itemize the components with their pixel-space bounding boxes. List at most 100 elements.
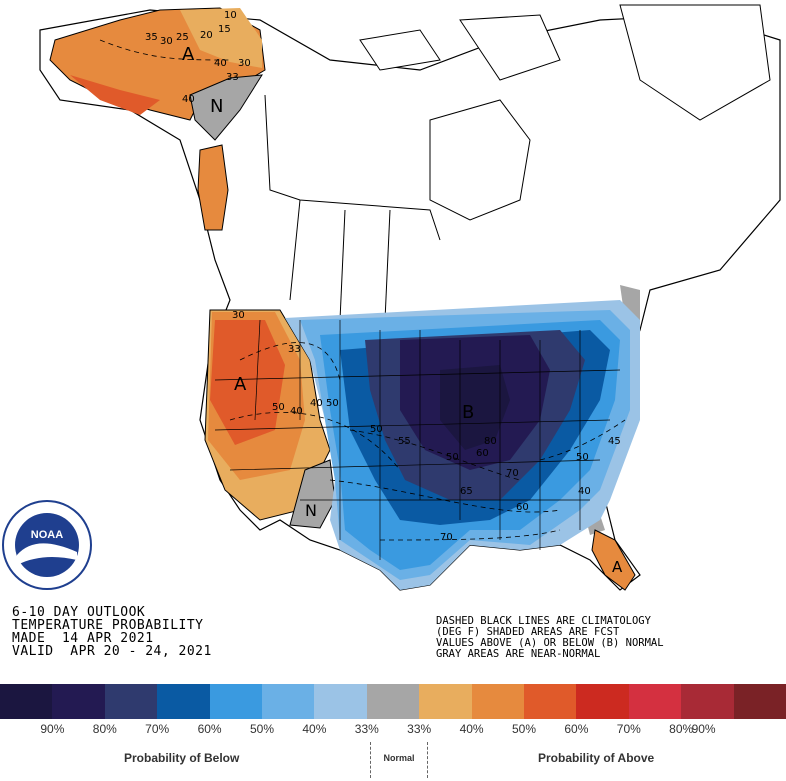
contour-label: 15 — [218, 24, 231, 35]
legend-tick-label: 90% — [691, 722, 716, 736]
alaska-normal-marker: N — [210, 96, 223, 117]
contour-label: 45 — [608, 436, 621, 447]
legend-swatch — [0, 684, 53, 719]
normal-caption: Normal — [383, 753, 415, 763]
alaska-normal — [189, 74, 263, 141]
normal-caption-box: Normal — [370, 742, 428, 778]
below-90 — [440, 365, 510, 450]
contour-label: 35 — [145, 32, 158, 43]
contour-label: 33 — [288, 344, 301, 355]
legend-tick-label: 60% — [197, 722, 222, 736]
legend-tick-label: 33% — [354, 722, 379, 736]
alaska-above-strong — [70, 75, 160, 115]
greenland — [619, 4, 771, 121]
contour-label: 33 — [226, 72, 239, 83]
alaska-above-light — [180, 8, 262, 68]
contour-label: 30 — [160, 36, 173, 47]
midwest-below-marker: B — [462, 402, 474, 423]
contour-label: 60 — [516, 502, 529, 513]
legend-swatch — [524, 684, 577, 719]
state-borders — [214, 319, 621, 560]
arctic-island — [459, 14, 561, 81]
province-border — [289, 199, 301, 301]
contour-label: 65 — [460, 486, 473, 497]
below-caption: Probability of Below — [124, 751, 240, 765]
contour-label: 50 — [326, 398, 339, 409]
contour-label: 50 — [446, 452, 459, 463]
legend-tick-label: 50% — [511, 722, 537, 736]
legend-swatch — [419, 684, 472, 719]
title-line: MADE 14 APR 2021 — [12, 631, 154, 646]
legend-swatch — [209, 684, 263, 719]
legend-swatch — [681, 684, 734, 719]
contour-label: 20 — [200, 30, 213, 41]
contour-label: 10 — [224, 10, 237, 21]
contour-label: 40 — [578, 486, 591, 497]
legend-swatch — [314, 684, 367, 719]
province-border — [339, 209, 346, 321]
contour-label: 40 — [310, 398, 323, 409]
contour-label: 50 — [576, 452, 589, 463]
legend-swatch — [104, 684, 158, 719]
legend-swatch — [366, 684, 420, 719]
texas-normal-marker: N — [305, 501, 317, 520]
legend-tick-label: 70% — [616, 722, 641, 736]
contour-label: 40 — [214, 58, 227, 69]
legend-swatch — [157, 684, 210, 719]
contour-labels: 10 15 20 25 30 35 40 30 33 40 30 33 50 4… — [145, 10, 621, 543]
legend-tick-label: 33% — [407, 722, 432, 736]
legend-tick-label: 40% — [459, 722, 484, 736]
arctic-island — [359, 29, 441, 71]
legend-swatch — [471, 684, 525, 719]
west-above-marker: A — [234, 374, 247, 395]
legend-swatch — [628, 684, 682, 719]
legend-tick-label: 50% — [249, 722, 275, 736]
above-caption: Probability of Above — [538, 751, 655, 765]
legend-swatch — [733, 684, 786, 719]
normal-band-texas — [289, 459, 336, 529]
note-line: VALUES ABOVE (A) OR BELOW (B) NORMAL — [436, 637, 664, 649]
florida-above — [591, 529, 636, 591]
contour-label: 50 — [370, 424, 383, 435]
outlook-map: A N A N B A 10 15 20 25 30 35 40 30 33 4… — [2, 4, 781, 591]
alaska-above-marker: A — [182, 44, 195, 65]
legend-tick-label: 70% — [145, 722, 170, 736]
legend-ticks: 90% 80% 70% 60% 50% 40% 33% 33% 40% 50% 60% 70% 80% 9… — [0, 722, 786, 738]
legend-tick-label: 80% — [669, 722, 694, 736]
note-line: DASHED BLACK LINES ARE CLIMATOLOGY — [436, 615, 651, 627]
title-line: 6-10 DAY OUTLOOK — [12, 605, 146, 620]
contour-label: 70 — [506, 468, 519, 479]
florida-above-marker: A — [612, 558, 623, 576]
contour-label: 40 — [182, 94, 195, 105]
contour-label: 80 — [484, 436, 497, 447]
legend-swatch — [52, 684, 105, 719]
climatology-lines — [99, 39, 626, 541]
title-line: TEMPERATURE PROBABILITY — [12, 618, 204, 633]
map-notes: DASHED BLACK LINES ARE CLIMATOLOGY (DEG F… — [436, 616, 664, 660]
noaa-logo: NOAA — [2, 500, 92, 590]
contour-label: 30 — [238, 58, 251, 69]
noaa-logo-text: NOAA — [31, 529, 63, 541]
legend-tick-label: 60% — [564, 722, 589, 736]
note-line: GRAY AREAS ARE NEAR-NORMAL — [436, 648, 601, 660]
legend-tick-label: 40% — [302, 722, 327, 736]
legend-swatch — [262, 684, 315, 719]
legend-tick-label: 90% — [40, 722, 65, 736]
contour-label: 70 — [440, 532, 453, 543]
outlook-title: 6-10 DAY OUTLOOK TEMPERATURE PROBABILITY M… — [12, 606, 212, 658]
contour-label: 25 — [176, 32, 189, 43]
pacific-nw-coast — [197, 144, 229, 231]
contour-label: 30 — [232, 310, 245, 321]
contour-label: 40 — [290, 406, 303, 417]
note-line: (DEG F) SHADED AREAS ARE FCST — [436, 626, 620, 638]
legend-tick-label: 80% — [92, 722, 117, 736]
color-legend — [0, 684, 786, 719]
contour-label: 60 — [476, 448, 489, 459]
contour-label: 50 — [272, 402, 285, 413]
contour-label: 55 — [398, 436, 411, 447]
legend-swatch — [576, 684, 629, 719]
west-above-strong — [210, 320, 285, 445]
province-border — [384, 209, 391, 321]
hudson-bay — [429, 99, 531, 221]
title-line: VALID APR 20 - 24, 2021 — [12, 644, 212, 659]
